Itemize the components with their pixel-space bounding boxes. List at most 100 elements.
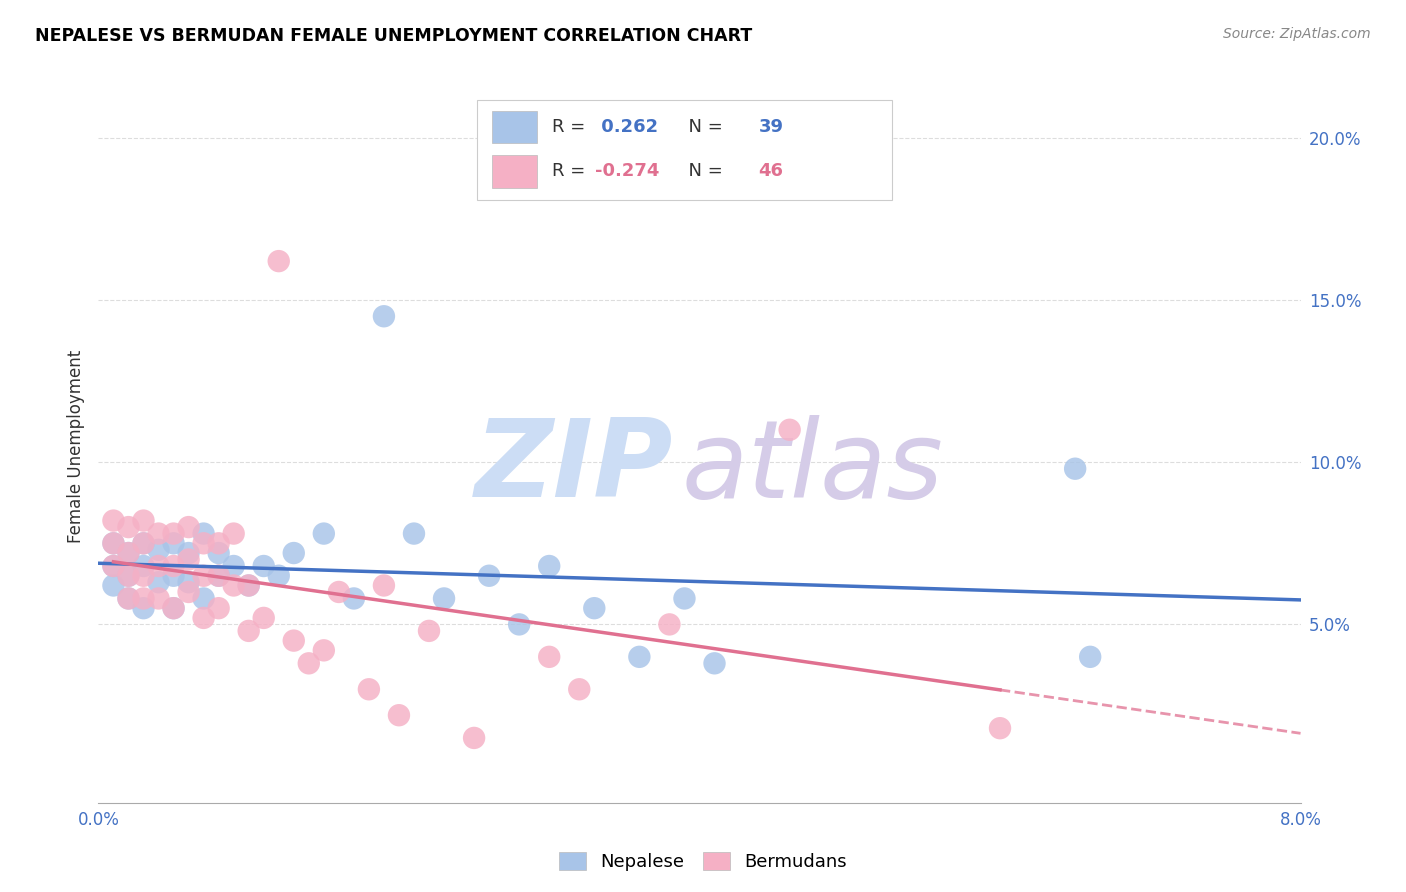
Text: ZIP: ZIP	[475, 415, 673, 520]
Point	[373, 578, 395, 592]
Legend: Nepalese, Bermudans: Nepalese, Bermudans	[553, 845, 853, 879]
Point	[148, 526, 170, 541]
Point	[267, 254, 290, 268]
Point	[208, 546, 231, 560]
Point	[478, 568, 501, 582]
Point	[373, 310, 395, 324]
Point	[162, 601, 184, 615]
Point	[148, 575, 170, 590]
Point	[508, 617, 530, 632]
Y-axis label: Female Unemployment: Female Unemployment	[66, 350, 84, 542]
Bar	[492, 155, 537, 187]
Point	[103, 559, 125, 574]
Point	[132, 536, 155, 550]
Point	[103, 514, 125, 528]
Text: 46: 46	[758, 162, 783, 180]
Point	[193, 591, 215, 606]
Point	[117, 568, 139, 582]
Text: R =: R =	[551, 118, 591, 136]
Point	[117, 520, 139, 534]
Point	[568, 682, 591, 697]
Point	[148, 591, 170, 606]
Point	[208, 568, 231, 582]
Point	[132, 591, 155, 606]
Point	[988, 721, 1011, 735]
Point	[253, 559, 276, 574]
Point	[132, 601, 155, 615]
Text: R =: R =	[551, 162, 591, 180]
Point	[238, 624, 260, 638]
Point	[132, 514, 155, 528]
Point	[117, 546, 139, 560]
Point	[177, 546, 200, 560]
Point	[117, 546, 139, 560]
Point	[162, 568, 184, 582]
Point	[328, 585, 350, 599]
Point	[148, 559, 170, 574]
Point	[357, 682, 380, 697]
Point	[103, 536, 125, 550]
Text: atlas: atlas	[682, 415, 943, 520]
Point	[238, 578, 260, 592]
Point	[298, 657, 321, 671]
Point	[658, 617, 681, 632]
Point	[177, 520, 200, 534]
Point	[283, 546, 305, 560]
Point	[538, 559, 561, 574]
Point	[312, 643, 335, 657]
Point	[418, 624, 440, 638]
Text: Source: ZipAtlas.com: Source: ZipAtlas.com	[1223, 27, 1371, 41]
Point	[162, 526, 184, 541]
Point	[117, 591, 139, 606]
Text: -0.274: -0.274	[595, 162, 659, 180]
Point	[103, 536, 125, 550]
Point	[132, 536, 155, 550]
Point	[222, 526, 245, 541]
Point	[222, 578, 245, 592]
Point	[208, 568, 231, 582]
Point	[208, 536, 231, 550]
Point	[117, 568, 139, 582]
Point	[267, 568, 290, 582]
Point	[162, 601, 184, 615]
Point	[402, 526, 425, 541]
Point	[193, 526, 215, 541]
Point	[1064, 461, 1087, 475]
Point	[117, 591, 139, 606]
Text: NEPALESE VS BERMUDAN FEMALE UNEMPLOYMENT CORRELATION CHART: NEPALESE VS BERMUDAN FEMALE UNEMPLOYMENT…	[35, 27, 752, 45]
Point	[162, 536, 184, 550]
Text: 0.262: 0.262	[595, 118, 658, 136]
Point	[1078, 649, 1101, 664]
Point	[148, 542, 170, 557]
Point	[222, 559, 245, 574]
Point	[253, 611, 276, 625]
Point	[779, 423, 801, 437]
FancyBboxPatch shape	[477, 100, 891, 200]
Point	[283, 633, 305, 648]
Point	[193, 568, 215, 582]
Point	[177, 575, 200, 590]
Text: N =: N =	[676, 162, 728, 180]
Point	[208, 601, 231, 615]
Point	[132, 568, 155, 582]
Point	[177, 585, 200, 599]
Point	[103, 578, 125, 592]
Text: 39: 39	[758, 118, 783, 136]
Point	[628, 649, 651, 664]
Point	[388, 708, 411, 723]
Point	[193, 611, 215, 625]
Point	[193, 536, 215, 550]
Point	[103, 559, 125, 574]
Point	[538, 649, 561, 664]
Point	[433, 591, 456, 606]
Point	[673, 591, 696, 606]
Point	[463, 731, 485, 745]
Point	[583, 601, 606, 615]
Text: N =: N =	[676, 118, 728, 136]
Point	[312, 526, 335, 541]
Point	[343, 591, 366, 606]
Point	[132, 559, 155, 574]
Point	[177, 552, 200, 566]
Point	[703, 657, 725, 671]
Point	[162, 559, 184, 574]
